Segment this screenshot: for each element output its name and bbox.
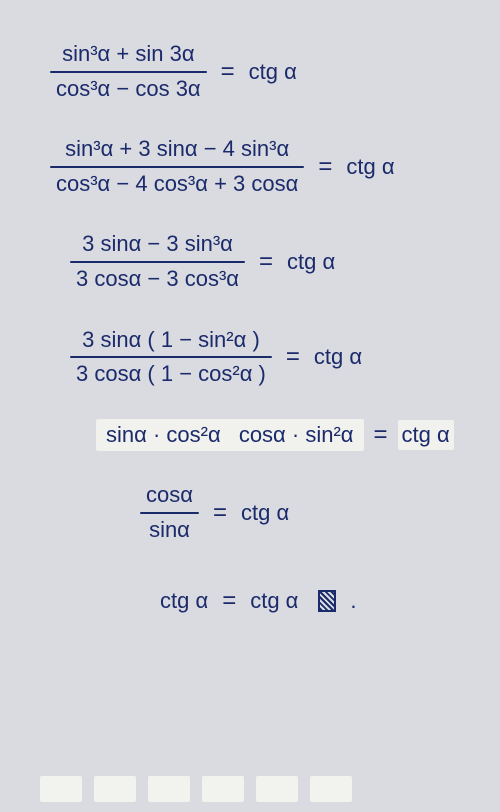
denominator: cosα · sin²α [233,422,360,447]
numerator: sin³α + 3 sinα − 4 sin³α [59,135,295,164]
denominator: cos³α − 4 cos³α + 3 cosα [50,170,304,199]
fraction-bar [70,261,245,263]
denominator: 3 cosα ( 1 − cos²α ) [70,360,272,389]
fraction: sin³α + 3 sinα − 4 sin³α cos³α − 4 cos³α… [50,135,304,198]
proof-conclusion: ctg α = ctg α . [160,587,470,615]
equals-sign: = [318,153,332,181]
denominator: sinα [143,516,196,545]
numerator: sinα · cos²α [100,422,227,447]
equals-sign: = [374,421,388,449]
fraction-bar [50,166,304,168]
fraction: sinα · cos²α cosα · sin²α [100,421,360,450]
rhs: ctg α [346,154,394,180]
rhs: ctg α [241,500,289,526]
fraction-bar [140,512,199,514]
proof-step-3: 3 sinα − 3 sin³α 3 cosα − 3 cos³α = ctg … [70,230,470,293]
proof-step-4: 3 sinα ( 1 − sin²α ) 3 cosα ( 1 − cos²α … [70,326,470,389]
rhs: ctg α [314,344,362,370]
period: . [350,588,356,614]
rhs: ctg α [402,422,450,448]
numerator: 3 sinα ( 1 − sin²α ) [76,326,266,355]
proof-step-2: sin³α + 3 sinα − 4 sin³α cos³α − 4 cos³α… [50,135,470,198]
fraction: 3 sinα ( 1 − sin²α ) 3 cosα ( 1 − cos²α … [70,326,272,389]
fraction: sin³α + sin 3α cos³α − cos 3α [50,40,207,103]
proof-step-1: sin³α + sin 3α cos³α − cos 3α = ctg α [50,40,470,103]
numerator: 3 sinα − 3 sin³α [76,230,239,259]
rhs: ctg α [287,249,335,275]
fraction: cosα sinα [140,481,199,544]
equals-sign: = [221,58,235,86]
equals-sign: = [213,499,227,527]
equals-sign: = [222,587,236,615]
numerator: sin³α + sin 3α [56,40,200,69]
equals-sign: = [286,343,300,371]
qed-box-icon [318,590,336,612]
denominator: 3 cosα − 3 cos³α [70,265,245,294]
fraction: 3 sinα − 3 sin³α 3 cosα − 3 cos³α [70,230,245,293]
denominator: cos³α − cos 3α [50,75,207,104]
correction-tape-strips [40,776,460,802]
fraction-bar [50,71,207,73]
fraction-bar [70,356,272,358]
equals-sign: = [259,248,273,276]
lhs: ctg α [160,588,208,614]
rhs: ctg α [250,588,298,614]
proof-step-5: sinα · cos²α cosα · sin²α = ctg α [100,421,470,450]
numerator: cosα [140,481,199,510]
proof-step-6: cosα sinα = ctg α [140,481,470,544]
rhs: ctg α [249,59,297,85]
